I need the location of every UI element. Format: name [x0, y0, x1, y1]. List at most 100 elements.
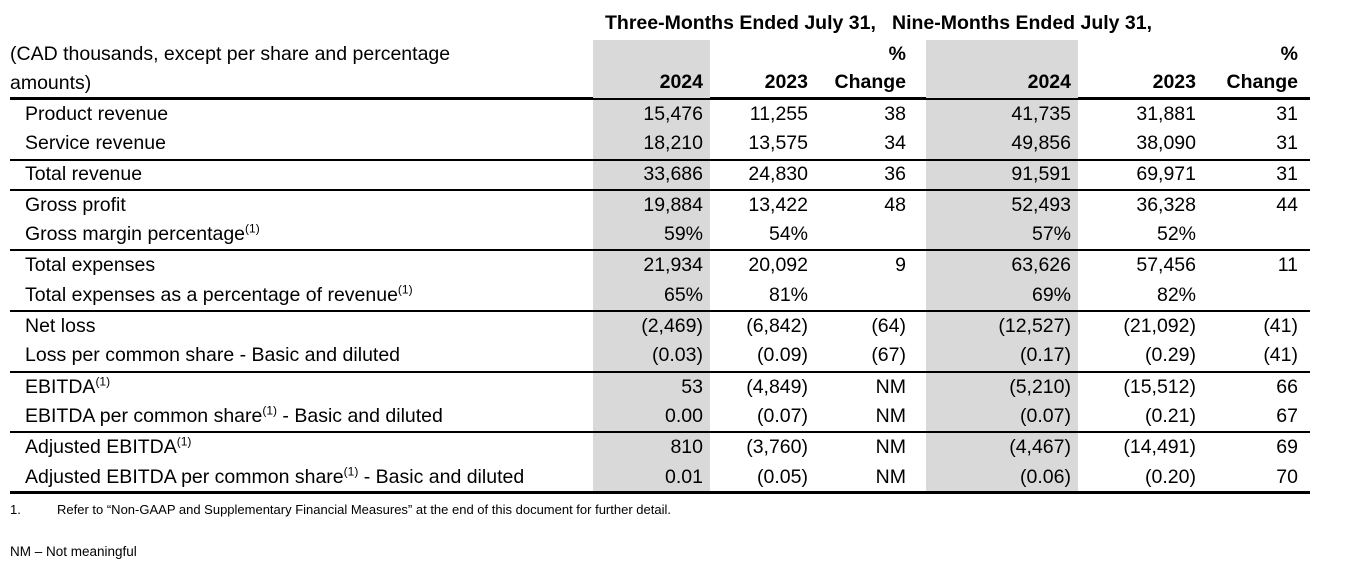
table-row-ebitda: EBITDA(1) 53 (4,849) NM (5,210) (15,512)…	[10, 372, 1310, 403]
value-9m-2024: 49,856	[926, 130, 1078, 159]
value-9m-change	[1198, 221, 1300, 249]
value-9m-change: 31	[1276, 162, 1298, 185]
value-9m-2024: 63,626	[926, 251, 1078, 282]
value-9m-change: (41)	[1263, 344, 1298, 367]
value-9m-2024: (12,527)	[926, 312, 1078, 343]
value-3m-2024: 18,210	[593, 130, 710, 159]
right-pad	[1300, 312, 1310, 342]
gap	[908, 282, 926, 310]
value-9m-2024: (4,467)	[926, 433, 1078, 464]
footnote-ref: (1)	[176, 434, 192, 449]
value-9m-change: 67	[1276, 404, 1298, 427]
footnote-1-text: Refer to “Non-GAAP and Supplementary Fin…	[57, 501, 671, 517]
col-group-three-months: Three-Months Ended July 31,	[605, 12, 876, 34]
value-3m-change	[810, 221, 908, 249]
col-header-3m-2023: 2023	[764, 71, 808, 93]
gap	[908, 464, 926, 491]
row-label: EBITDA per common share(1) - Basic and d…	[25, 403, 443, 427]
right-pad	[1300, 342, 1310, 370]
row-label: Adjusted EBITDA(1)	[25, 434, 192, 459]
value-9m-change: 11	[1277, 254, 1298, 277]
gap	[908, 433, 926, 463]
value-3m-change	[810, 282, 908, 310]
col-header-9m-pct-change: % Change	[1198, 40, 1300, 98]
table-unit-note: (CAD thousands, except per share and per…	[10, 40, 593, 98]
table-row-gross-margin-percentage: Gross margin percentage(1) 59% 54% 57% 5…	[10, 221, 1310, 252]
value-9m-2023: 38,090	[1136, 132, 1196, 155]
value-9m-change: (41)	[1263, 315, 1298, 338]
footnote-ref: (1)	[245, 221, 260, 236]
pct-symbol: %	[888, 43, 906, 65]
gap	[908, 312, 926, 342]
value-9m-2023: (21,092)	[1123, 315, 1196, 338]
value-3m-2023: (3,760)	[746, 436, 808, 459]
value-9m-2023: 82%	[1156, 283, 1196, 306]
value-3m-2024: 33,686	[593, 160, 710, 189]
footnote-1-marker: 1.	[10, 501, 21, 517]
value-9m-change: 70	[1276, 465, 1298, 488]
gap	[908, 130, 926, 158]
gap	[908, 373, 926, 403]
row-label: Net loss	[25, 315, 96, 338]
table-row-ebitda-per-share: EBITDA per common share(1) - Basic and d…	[10, 402, 1310, 434]
row-label: Total expenses as a percentage of revenu…	[25, 282, 413, 306]
value-3m-change: NM	[875, 465, 906, 488]
value-3m-2024: 19,884	[593, 190, 710, 222]
gap	[908, 100, 926, 130]
footnote-ref: (1)	[95, 374, 111, 389]
value-9m-2023: 69,971	[1136, 162, 1196, 185]
footnote-ref: (1)	[397, 282, 413, 297]
gap	[908, 191, 926, 221]
group-header-row: Three-Months Ended July 31, Nine-Months …	[10, 10, 1310, 40]
row-label: Gross profit	[25, 193, 126, 216]
value-3m-2023: (0.07)	[757, 404, 808, 427]
right-pad	[1300, 433, 1310, 463]
table-row-product-revenue: Product revenue 15,476 11,255 38 41,735 …	[10, 100, 1310, 131]
right-pad	[1300, 100, 1310, 130]
value-9m-2024: (0.07)	[926, 402, 1078, 432]
value-3m-change: 34	[884, 132, 906, 155]
value-9m-2024: 69%	[926, 281, 1078, 311]
value-9m-2023: (15,512)	[1123, 375, 1196, 398]
header-right-pad	[1300, 96, 1310, 98]
value-9m-2023: (0.29)	[1145, 344, 1196, 367]
value-3m-2023: 11,255	[749, 103, 808, 125]
value-3m-change: 48	[884, 193, 906, 216]
table-row-loss-per-share: Loss per common share - Basic and dilute…	[10, 342, 1310, 373]
table-row-adjusted-ebitda: Adjusted EBITDA(1) 810 (3,760) NM (4,467…	[10, 433, 1310, 464]
right-pad	[1300, 221, 1310, 249]
gap	[908, 161, 926, 189]
value-3m-2023: 24,830	[748, 162, 808, 185]
column-header-row: (CAD thousands, except per share and per…	[10, 40, 1310, 100]
value-3m-change: 9	[895, 254, 906, 277]
table-row-service-revenue: Service revenue 18,210 13,575 34 49,856 …	[10, 130, 1310, 161]
change-label: Change	[1226, 71, 1298, 93]
right-pad	[1300, 373, 1310, 403]
value-3m-2023: 13,575	[748, 132, 808, 155]
col-header-9m-2024: 2024	[926, 40, 1078, 98]
footnote-nm: NM – Not meaningful	[10, 543, 137, 559]
row-label: Total expenses	[25, 254, 156, 277]
value-3m-2024: 0.01	[593, 463, 710, 491]
value-9m-2023: (0.20)	[1145, 465, 1196, 488]
footnote-ref: (1)	[262, 403, 278, 418]
value-3m-change: NM	[875, 375, 906, 398]
value-3m-2023: 13,422	[748, 193, 808, 216]
value-9m-2024: 91,591	[926, 160, 1078, 189]
right-pad	[1300, 161, 1310, 189]
col-header-9m-2023: 2023	[1152, 71, 1196, 93]
value-3m-2023: 54%	[768, 223, 808, 246]
footnote-ref: (1)	[343, 464, 359, 479]
value-9m-2023: 36,328	[1136, 193, 1196, 216]
value-3m-2023: (0.09)	[757, 344, 808, 367]
financial-summary-table: Three-Months Ended July 31, Nine-Months …	[10, 0, 1310, 494]
value-3m-2023: (4,849)	[746, 375, 808, 398]
table-row-total-expenses-percentage: Total expenses as a percentage of revenu…	[10, 281, 1310, 313]
value-9m-2024: 52,493	[926, 190, 1078, 222]
table-row-gross-profit: Gross profit 19,884 13,422 48 52,493 36,…	[10, 190, 1310, 222]
right-pad	[1300, 403, 1310, 431]
value-3m-2024: (2,469)	[593, 312, 710, 343]
value-3m-change: (67)	[871, 344, 906, 367]
row-label: Product revenue	[25, 103, 169, 125]
value-3m-2023: 20,092	[748, 254, 808, 277]
